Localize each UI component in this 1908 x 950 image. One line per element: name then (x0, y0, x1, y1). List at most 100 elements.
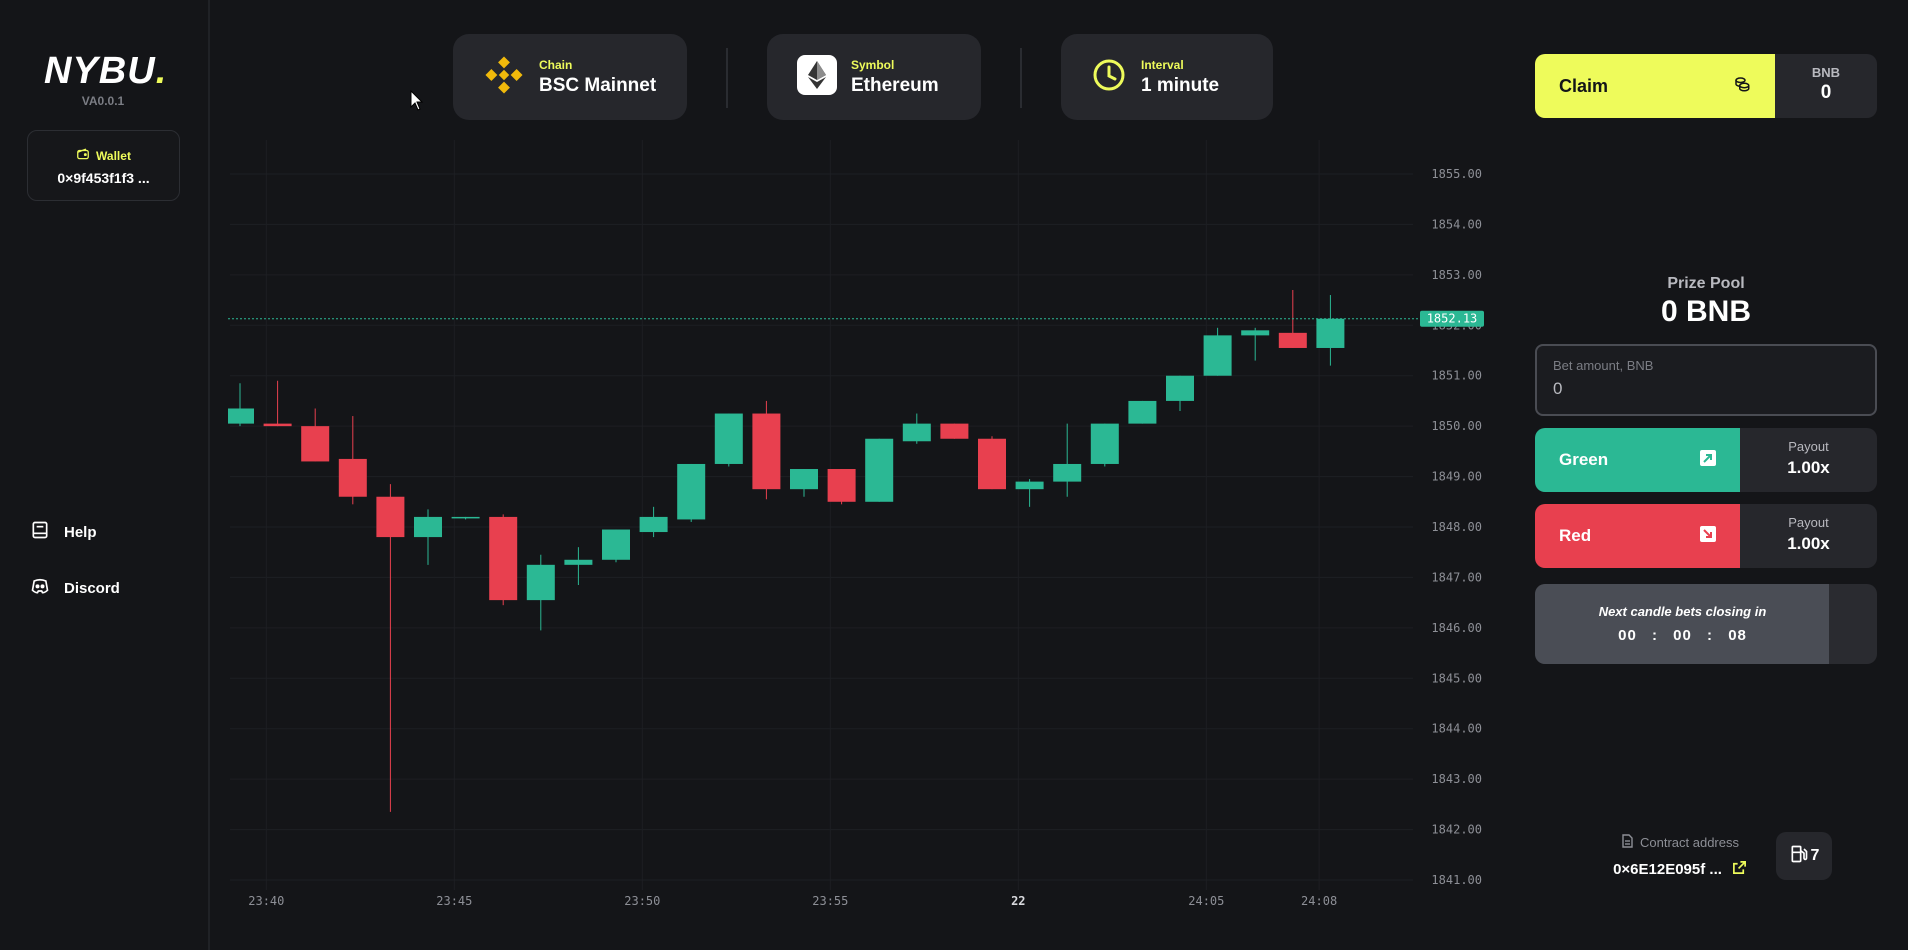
interval-label: Interval (1141, 57, 1184, 72)
ethereum-icon (797, 54, 837, 100)
chain-label: Chain (539, 57, 573, 72)
bet-amount-input[interactable] (1553, 379, 1859, 399)
chain-value: BSC Mainnet (539, 74, 657, 96)
book-icon (30, 520, 50, 544)
candle-body (790, 469, 818, 490)
x-tick-label: 24:08 (1301, 894, 1337, 908)
payout-label: Payout (1788, 439, 1829, 454)
arrow-down-right-icon (1700, 525, 1716, 547)
candle-body (752, 413, 781, 490)
candle-body (940, 423, 969, 439)
candle-body (1241, 330, 1270, 336)
y-tick-label: 1841.00 (1431, 873, 1482, 887)
symbol-selector[interactable]: Symbol Ethereum (767, 34, 981, 120)
y-tick-label: 1849.00 (1431, 470, 1482, 484)
green-label: Green (1559, 450, 1609, 469)
binance-icon (483, 54, 525, 101)
y-tick-label: 1853.00 (1431, 268, 1482, 282)
sidebar: NYBU. VA0.0.1 Wallet 0×9f453f1f3 ... Hel… (0, 0, 210, 950)
x-tick-label: 23:55 (812, 894, 848, 908)
bnb-balance: BNB 0 (1775, 54, 1877, 118)
countdown-time: 00 : 00 : 08 (1618, 627, 1747, 644)
y-tick-label: 1854.00 (1431, 217, 1482, 231)
bet-red-button[interactable]: Red (1535, 504, 1740, 568)
current-price-tag (1420, 310, 1484, 327)
red-label: Red (1559, 526, 1592, 545)
mouse-cursor-icon (410, 90, 424, 111)
claim-button[interactable]: Claim (1535, 54, 1775, 118)
sidebar-item-label: Help (64, 523, 97, 541)
y-tick-label: 1842.00 (1431, 823, 1482, 837)
candle-body (489, 516, 518, 601)
wallet-button[interactable]: Wallet 0×9f453f1f3 ... (27, 130, 180, 201)
x-tick-label: 22 (1011, 894, 1025, 908)
green-payout: Payout 1.00x (1740, 428, 1877, 492)
external-link-icon[interactable] (1732, 860, 1747, 879)
red-payout: Payout 1.00x (1740, 504, 1877, 568)
candle-body (827, 469, 856, 502)
prize-pool-label: Prize Pool (1667, 275, 1745, 292)
candlestick-chart[interactable]: 1855.001854.001853.001852.001851.001850.… (226, 140, 1500, 930)
payout-label: Payout (1788, 515, 1829, 530)
sidebar-item-help[interactable]: Help (30, 520, 97, 544)
y-tick-label: 1855.00 (1431, 167, 1482, 181)
price-chart[interactable]: 1855.001854.001853.001852.001851.001850.… (226, 140, 1500, 930)
candle-body (263, 423, 292, 427)
sidebar-item-discord[interactable]: Discord (30, 576, 120, 600)
interval-selector[interactable]: Interval 1 minute (1061, 34, 1273, 120)
gas-button[interactable]: 7 (1776, 832, 1832, 880)
candle-body (865, 438, 894, 502)
candle-body (714, 413, 743, 464)
wallet-address: 0×9f453f1f3 ... (57, 170, 150, 186)
y-tick-label: 1851.00 (1431, 369, 1482, 383)
candle-body (602, 529, 630, 560)
prize-pool-value: 0 BNB (1660, 295, 1751, 328)
bet-amount-field[interactable]: Bet amount, BNB (1535, 344, 1877, 416)
candle-body (677, 463, 706, 520)
candle-body (1090, 423, 1119, 464)
y-tick-label: 1850.00 (1431, 419, 1482, 433)
candle-body (414, 516, 442, 538)
candle-body (338, 458, 367, 497)
claim-label: Claim (1559, 75, 1609, 96)
symbol-label: Symbol (851, 57, 895, 72)
countdown-timer: Next candle bets closing in 00 : 00 : 08 (1535, 584, 1877, 664)
bet-green-button[interactable]: Green (1535, 428, 1740, 492)
app-logo[interactable]: NYBU. (44, 50, 168, 92)
bnb-value: 0 (1820, 82, 1832, 103)
candle-body (1015, 481, 1044, 490)
countdown-title: Next candle bets closing in (1598, 604, 1767, 619)
contract-address[interactable]: 0×6E12E095f ... (1590, 860, 1770, 879)
sidebar-item-label: Discord (64, 579, 120, 597)
candle-body (639, 516, 668, 533)
document-icon (1621, 834, 1634, 851)
payout-value: 1.00x (1787, 458, 1830, 477)
bnb-label: BNB (1811, 65, 1841, 80)
contract-label: Contract address (1590, 834, 1770, 851)
y-tick-label: 1845.00 (1431, 671, 1482, 685)
gas-value: 7 (1810, 847, 1820, 864)
interval-value: 1 minute (1141, 74, 1220, 96)
clock-icon (1091, 57, 1127, 98)
chain-selector[interactable]: Chain BSC Mainnet (453, 34, 687, 120)
x-tick-label: 23:40 (248, 894, 284, 908)
candle-body (1316, 318, 1345, 348)
discord-icon (30, 576, 50, 600)
gas-pump-icon (1789, 844, 1809, 869)
countdown-progress (1535, 584, 1830, 664)
y-tick-label: 1844.00 (1431, 722, 1482, 736)
candle-body (902, 423, 931, 442)
candle-body (1166, 375, 1194, 401)
arrow-up-right-icon (1700, 449, 1716, 471)
x-tick-label: 23:45 (436, 894, 472, 908)
x-tick-label: 24:05 (1188, 894, 1224, 908)
payout-value: 1.00x (1787, 534, 1830, 553)
candle-body (451, 516, 480, 519)
candle-body (1203, 335, 1232, 376)
header-divider (726, 48, 728, 108)
y-tick-label: 1847.00 (1431, 570, 1482, 584)
app-version: VA0.0.1 (81, 94, 125, 108)
x-tick-label: 23:50 (624, 894, 660, 908)
candle-body (1128, 400, 1157, 424)
symbol-value: Ethereum (851, 74, 939, 96)
